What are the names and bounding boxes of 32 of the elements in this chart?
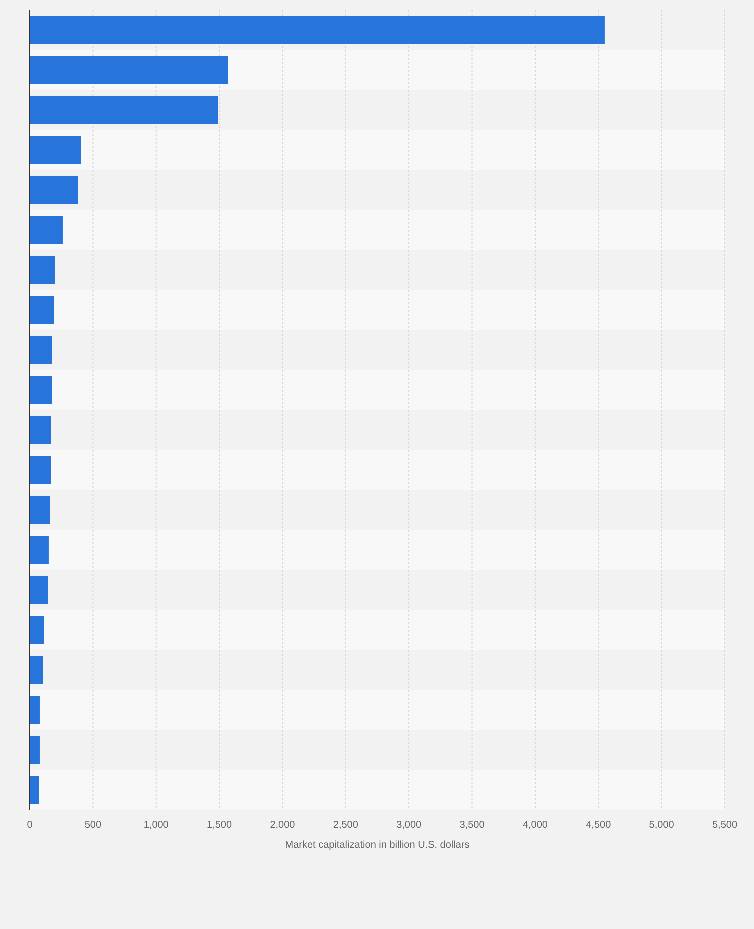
bar <box>30 176 78 204</box>
x-axis-title: Market capitalization in billion U.S. dollars <box>285 840 470 851</box>
bar <box>30 56 228 84</box>
bar <box>30 96 218 124</box>
bar <box>30 776 40 804</box>
x-tick-label: 4,500 <box>586 820 612 832</box>
bar <box>30 696 40 724</box>
x-tick-label: 0 <box>27 820 34 832</box>
bar <box>30 496 50 524</box>
x-tick-label: 2,500 <box>333 820 359 832</box>
x-tick-label: 5,000 <box>649 820 675 832</box>
bar <box>30 616 44 644</box>
bar <box>30 576 48 604</box>
bar <box>30 336 52 364</box>
bar <box>30 376 52 404</box>
x-tick-label: 3,000 <box>396 820 422 832</box>
bar <box>30 456 52 484</box>
x-tick-label: 5,500 <box>712 820 738 832</box>
bar <box>30 216 63 244</box>
x-tick-label: 3,500 <box>460 820 486 832</box>
bar <box>30 736 40 764</box>
bar <box>30 256 56 284</box>
x-tick-label: 500 <box>84 820 102 832</box>
bar <box>30 536 49 564</box>
x-tick-label: 4,000 <box>522 820 548 832</box>
x-tick-label: 2,000 <box>270 820 296 832</box>
bar <box>30 656 44 684</box>
bar <box>30 296 54 324</box>
x-tick-label: 1,500 <box>207 820 232 832</box>
bar <box>30 416 52 444</box>
x-tick-label: 1,000 <box>144 820 170 832</box>
bar <box>30 136 82 164</box>
